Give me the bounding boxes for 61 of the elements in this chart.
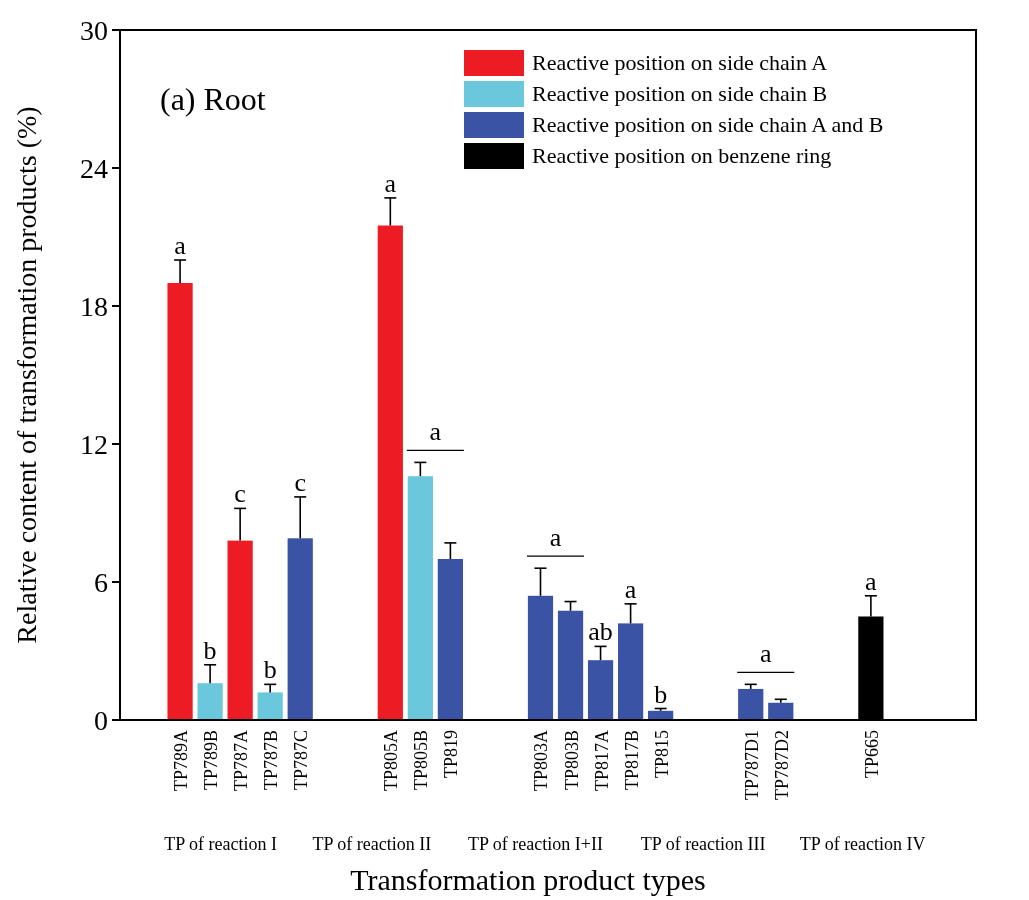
annotation: a — [549, 523, 562, 553]
annotation: a — [384, 168, 397, 198]
bar — [407, 476, 433, 720]
y-tick-label: 6 — [94, 566, 108, 598]
text: TP of reaction II — [312, 834, 432, 854]
bar — [617, 623, 644, 720]
y-tick-label: 12 — [80, 428, 108, 460]
x-tick-label: TP803A — [531, 730, 552, 792]
annotation: ab — [588, 617, 613, 647]
x-tick-label: TP805A — [381, 730, 402, 792]
bar — [167, 283, 193, 720]
x-tick-label: TP665 — [861, 730, 882, 779]
x-tick-label: TP789B — [201, 730, 222, 791]
bar — [527, 595, 554, 720]
legend-label: Reactive position on side chain A and B — [532, 112, 884, 137]
annotation: a — [174, 231, 187, 260]
bar — [197, 683, 223, 720]
x-tick-label: TP789A — [171, 730, 192, 792]
annotation: b — [654, 679, 668, 709]
text: TP of reaction IV — [799, 834, 926, 854]
legend-label: Reactive position on side chain B — [532, 81, 828, 106]
y-axis-title: Relative content of transformation products (%) — [11, 106, 42, 644]
bar — [557, 610, 584, 720]
bar — [437, 559, 463, 720]
x-tick-label: TP787B — [261, 730, 282, 791]
x-tick-label: TP805B — [411, 730, 432, 791]
annotation: a — [865, 566, 878, 596]
annotation: c — [294, 467, 306, 497]
legend-label: Reactive position on side chain A — [532, 50, 828, 75]
bar — [768, 702, 794, 720]
bar — [257, 692, 283, 720]
annotation: b — [263, 655, 277, 685]
annotation: b — [203, 635, 217, 665]
text: (a) Root — [160, 81, 266, 117]
bar — [738, 688, 764, 720]
bar — [587, 660, 614, 720]
y-tick-label: 24 — [80, 152, 108, 184]
y-tick-label: 30 — [80, 14, 108, 46]
x-tick-label: TP815 — [651, 730, 672, 779]
legend-label: Reactive position on benzene ring — [532, 143, 832, 168]
annotation: a — [759, 639, 772, 669]
x-tick-label: TP787A — [231, 730, 252, 792]
y-tick-label: 18 — [80, 290, 108, 322]
x-axis-title: Transformation product types — [350, 863, 706, 896]
x-tick-label: TP817A — [591, 730, 612, 792]
x-tick-label: TP787C — [291, 730, 312, 791]
x-tick-label: TP787D2 — [771, 730, 792, 801]
text: TP of reaction I+II — [468, 834, 603, 854]
annotation: a — [624, 574, 637, 604]
annotation: c — [234, 479, 246, 509]
bar — [287, 538, 313, 720]
x-tick-label: TP803B — [561, 730, 582, 791]
text: TP of reaction I — [164, 834, 277, 854]
x-tick-label: TP819 — [441, 730, 462, 779]
y-tick-label: 0 — [94, 704, 108, 736]
annotation: a — [429, 417, 442, 447]
bar — [227, 540, 253, 720]
bar — [377, 225, 403, 720]
x-tick-label: TP817B — [621, 730, 642, 791]
text: TP of reaction III — [640, 834, 766, 854]
x-tick-label: TP787D1 — [741, 730, 762, 801]
